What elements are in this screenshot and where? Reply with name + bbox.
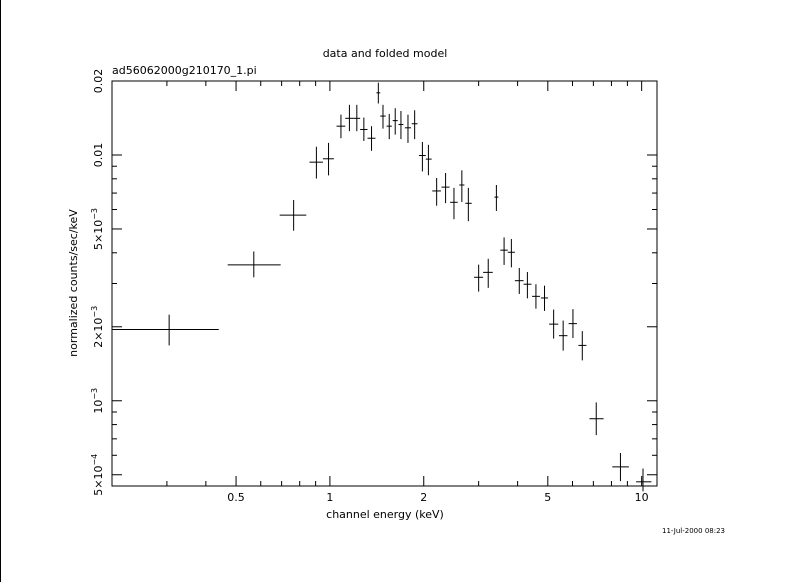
data-point xyxy=(612,453,629,482)
data-point xyxy=(465,187,472,222)
data-point xyxy=(345,104,354,132)
data-point xyxy=(589,402,604,436)
data-point xyxy=(459,170,465,202)
data-point xyxy=(309,146,323,179)
data-point xyxy=(367,126,376,151)
y-tick-label: 10−3 xyxy=(90,388,105,414)
data-point xyxy=(112,314,219,346)
data-point xyxy=(441,172,450,204)
data-point xyxy=(507,239,515,268)
y-tick-label: 5×10−3 xyxy=(90,208,105,250)
x-axis-label: channel energy (keV) xyxy=(326,508,444,521)
y-tick-exponent: −3 xyxy=(90,388,99,400)
data-point xyxy=(558,320,568,351)
data-point xyxy=(360,117,368,142)
x-tick-label: 1 xyxy=(326,491,333,504)
plot-frame xyxy=(111,80,658,487)
y-tick-mantissa: 10 xyxy=(92,400,105,414)
y-tick-mantissa: 5×10 xyxy=(92,466,105,496)
y-tick-mantissa: 0.02 xyxy=(92,69,105,94)
data-point xyxy=(353,104,361,132)
y-tick-exponent: −3 xyxy=(90,208,99,220)
data-point xyxy=(450,187,458,220)
data-point xyxy=(523,272,532,299)
data-point xyxy=(549,309,559,339)
data-point xyxy=(380,104,386,129)
data-point xyxy=(227,251,281,278)
data-point xyxy=(425,144,432,176)
y-tick-mantissa: 0.01 xyxy=(92,143,105,168)
data-point xyxy=(386,113,392,140)
y-tick-label: 0.01 xyxy=(92,143,105,168)
left-border-line xyxy=(0,0,1,582)
data-point xyxy=(474,264,484,292)
data-point xyxy=(568,309,577,339)
x-tick-label: 0.5 xyxy=(227,491,245,504)
data-point xyxy=(514,267,524,294)
data-point xyxy=(500,237,508,265)
data-point xyxy=(392,108,398,135)
data-point xyxy=(540,285,549,311)
chart-title: data and folded model xyxy=(323,47,448,60)
y-tick-mantissa: 2×10 xyxy=(92,318,105,348)
x-axis-ticks: 0.5 1 2 5 10 xyxy=(111,81,649,504)
data-point xyxy=(418,141,426,172)
data-point xyxy=(336,114,346,139)
x-tick-label: 10 xyxy=(635,491,649,504)
data-point xyxy=(404,114,411,143)
data-point xyxy=(322,142,334,176)
data-point xyxy=(494,184,499,211)
data-point xyxy=(636,468,652,492)
x-tick-label: 2 xyxy=(420,491,427,504)
data-point xyxy=(578,331,587,361)
data-point xyxy=(411,110,418,140)
data-point xyxy=(279,199,307,231)
y-tick-exponent: −4 xyxy=(90,454,99,466)
y-axis-label: normalized counts/sec/keV xyxy=(67,209,80,357)
data-point xyxy=(398,110,404,140)
timestamp: 11-Jul-2000 08:23 xyxy=(662,527,725,535)
x-tick-label: 5 xyxy=(544,491,551,504)
y-tick-label: 2×10−3 xyxy=(90,306,105,348)
y-tick-label: 5×10−4 xyxy=(90,454,105,496)
data-point xyxy=(483,258,493,288)
data-point xyxy=(532,284,541,309)
y-tick-mantissa: 5×10 xyxy=(92,220,105,250)
y-tick-exponent: −3 xyxy=(90,306,99,318)
data-point xyxy=(376,82,381,104)
data-point xyxy=(432,178,441,206)
data-points xyxy=(112,82,652,492)
y-axis-ticks: 5×10−410−32×10−35×10−30.010.02 xyxy=(90,69,657,496)
y-tick-label: 0.02 xyxy=(92,69,105,94)
chart-subtitle: ad56062000g210170_1.pi xyxy=(112,64,257,77)
